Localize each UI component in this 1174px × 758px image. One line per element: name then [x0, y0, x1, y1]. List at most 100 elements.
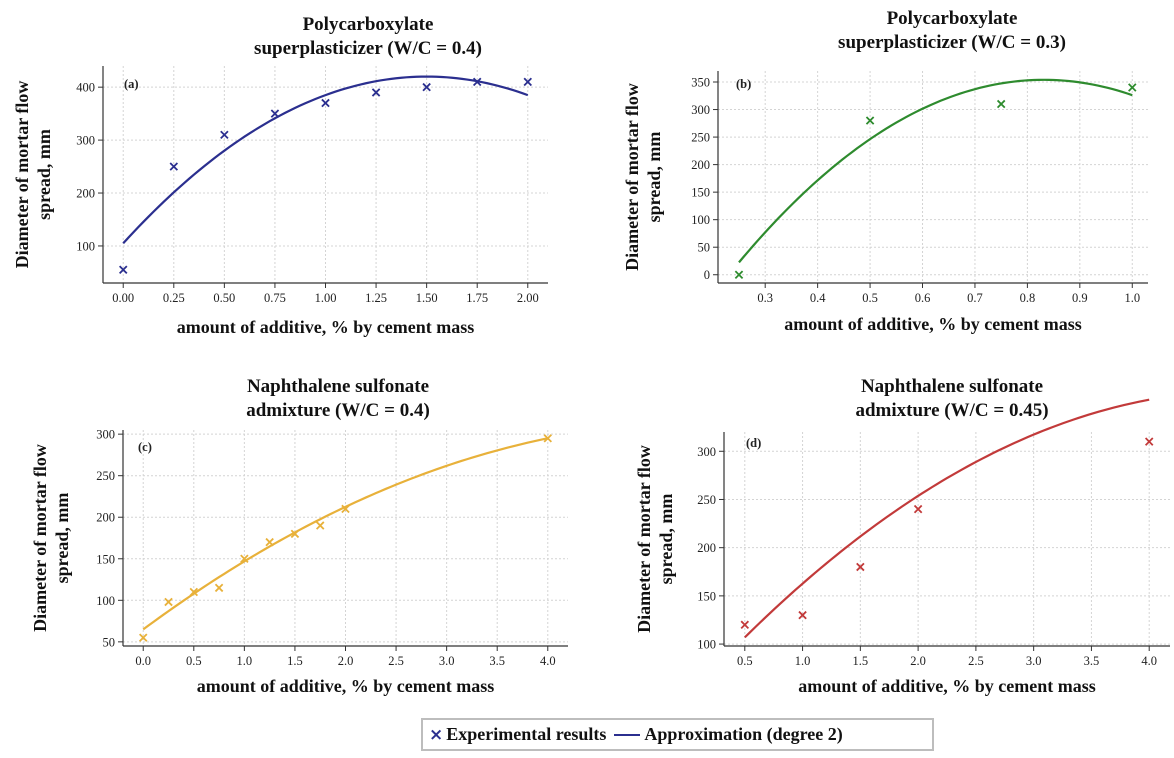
- x-tick-label: 1.0: [237, 654, 253, 668]
- x-tick-label: 0.9: [1072, 291, 1088, 305]
- legend-approximation-label: Approximation (degree 2): [644, 724, 843, 744]
- x-tick-label: 2.00: [517, 291, 539, 305]
- y-tick-label: 100: [76, 239, 95, 253]
- legend-line-icon: [614, 733, 641, 736]
- x-tick-label: 2.0: [910, 654, 926, 668]
- approximation-curve: [744, 398, 1150, 639]
- y-axis-label-line-2: spread, mm: [52, 493, 72, 584]
- x-tick-label: 3.5: [1084, 654, 1100, 668]
- x-tick-label: 0.5: [737, 654, 753, 668]
- approximation-curve: [738, 78, 1133, 264]
- data-point-marker: [472, 77, 482, 87]
- x-tick-label: 0.7: [967, 291, 983, 305]
- x-tick-label: 1.5: [853, 654, 869, 668]
- legend-marker-icon: ×: [429, 724, 444, 745]
- data-point-marker: [865, 116, 875, 125]
- data-point-marker: [913, 504, 923, 514]
- legend-experimental-label: Experimental results: [446, 724, 607, 744]
- x-tick-label: 0.5: [186, 654, 202, 668]
- y-tick-label: 200: [76, 187, 95, 201]
- chart-panel-1: 0.3 0.4 0.5 0.6 0.7 0.8 0.9 1.0 0 50 100 150 200 250 3…: [622, 8, 1148, 334]
- y-tick-label: 150: [96, 552, 115, 566]
- x-tick-label: 2.5: [388, 654, 404, 668]
- approximation-curve: [122, 75, 529, 245]
- x-tick-label: 1.0: [1124, 291, 1140, 305]
- x-tick-label: 0.5: [862, 291, 878, 305]
- data-point-marker: [118, 265, 128, 275]
- y-tick-label: 350: [691, 76, 710, 90]
- y-tick-label: 0: [704, 268, 710, 282]
- x-tick-label: 3.5: [489, 654, 505, 668]
- data-point-marker: [220, 130, 229, 140]
- data-point-marker: [422, 82, 431, 92]
- data-point-marker: [138, 633, 148, 642]
- x-tick-label: 1.0: [795, 654, 811, 668]
- y-axis-label-line-1: Diameter of mortar flow: [30, 444, 50, 632]
- y-tick-label: 250: [691, 131, 710, 145]
- y-tick-label: 300: [691, 103, 710, 117]
- data-point-marker: [1128, 83, 1137, 92]
- data-point-marker: [543, 434, 553, 443]
- panel-tag: (b): [736, 77, 751, 91]
- x-tick-label: 1.00: [315, 291, 337, 305]
- data-point-marker: [315, 521, 325, 530]
- legend: × Experimental results Approximation (de…: [421, 718, 934, 751]
- y-axis-label-line-2: spread, mm: [34, 129, 54, 220]
- y-tick-label: 50: [698, 241, 711, 255]
- chart-title-line-2: superplasticizer (W/C = 0.4): [254, 38, 482, 59]
- data-point-marker: [189, 587, 199, 597]
- x-tick-label: 0.50: [213, 291, 235, 305]
- data-point-marker: [798, 610, 807, 620]
- chart-panel-2: 0.0 0.5 1.0 1.5 2.0 2.5 3.0 3.5 4.0 50 100 150 200 25…: [30, 376, 568, 696]
- data-point-marker: [1144, 437, 1154, 446]
- x-tick-label: 0.75: [264, 291, 286, 305]
- y-axis-label-line-2: spread, mm: [644, 132, 664, 223]
- x-axis-label: amount of additive, % by cement mass: [784, 314, 1082, 334]
- y-axis-label-line-1: Diameter of mortar flow: [622, 83, 642, 271]
- y-axis-label-line-2: spread, mm: [656, 494, 676, 585]
- x-tick-label: 2.5: [968, 654, 984, 668]
- y-tick-label: 200: [96, 511, 115, 525]
- data-point-marker: [321, 98, 330, 108]
- y-tick-label: 100: [691, 213, 710, 227]
- chart-panel-3: 0.5 1.0 1.5 2.0 2.5 3.0 3.5 4.0 100 150 200 250 300 (…: [634, 376, 1170, 696]
- x-tick-label: 4.0: [540, 654, 556, 668]
- chart-title-line-1: Polycarboxylate: [887, 8, 1018, 29]
- data-point-marker: [169, 162, 179, 171]
- data-point-marker: [371, 88, 381, 97]
- y-tick-label: 300: [697, 445, 716, 459]
- y-tick-label: 400: [76, 81, 95, 95]
- data-point-marker: [341, 504, 350, 514]
- data-point-marker: [523, 77, 533, 87]
- chart-title-line-1: Naphthalene sulfonate: [247, 376, 429, 397]
- chart-panel-0: 0.00 0.25 0.50 0.75 1.00 1.25 1.50 1.75 2.00 100 2…: [12, 14, 548, 337]
- y-tick-label: 50: [103, 635, 116, 649]
- data-point-marker: [996, 99, 1006, 109]
- x-axis-label: amount of additive, % by cement mass: [798, 676, 1096, 696]
- y-axis-label-line-1: Diameter of mortar flow: [12, 81, 32, 269]
- y-tick-label: 300: [76, 134, 95, 148]
- data-point-marker: [265, 537, 274, 547]
- y-tick-label: 100: [96, 594, 115, 608]
- data-point-marker: [740, 620, 750, 630]
- data-point-marker: [240, 554, 249, 564]
- x-tick-label: 1.50: [416, 291, 438, 305]
- y-tick-label: 250: [96, 469, 115, 483]
- panel-tag: (c): [138, 440, 152, 454]
- panel-tag: (d): [746, 436, 761, 450]
- data-point-marker: [270, 109, 280, 118]
- x-axis-label: amount of additive, % by cement mass: [177, 317, 475, 337]
- y-tick-label: 200: [691, 158, 710, 172]
- approximation-curve: [142, 437, 548, 631]
- y-tick-label: 200: [697, 541, 716, 555]
- chart-title-line-2: superplasticizer (W/C = 0.3): [838, 32, 1066, 53]
- data-point-marker: [290, 529, 300, 539]
- x-tick-label: 3.0: [439, 654, 455, 668]
- x-tick-label: 1.25: [365, 291, 387, 305]
- x-tick-label: 0.6: [915, 291, 931, 305]
- x-tick-label: 0.8: [1020, 291, 1036, 305]
- panel-tag: (a): [124, 77, 139, 91]
- chart-title-line-1: Naphthalene sulfonate: [861, 376, 1043, 397]
- y-axis-label-line-1: Diameter of mortar flow: [634, 445, 654, 633]
